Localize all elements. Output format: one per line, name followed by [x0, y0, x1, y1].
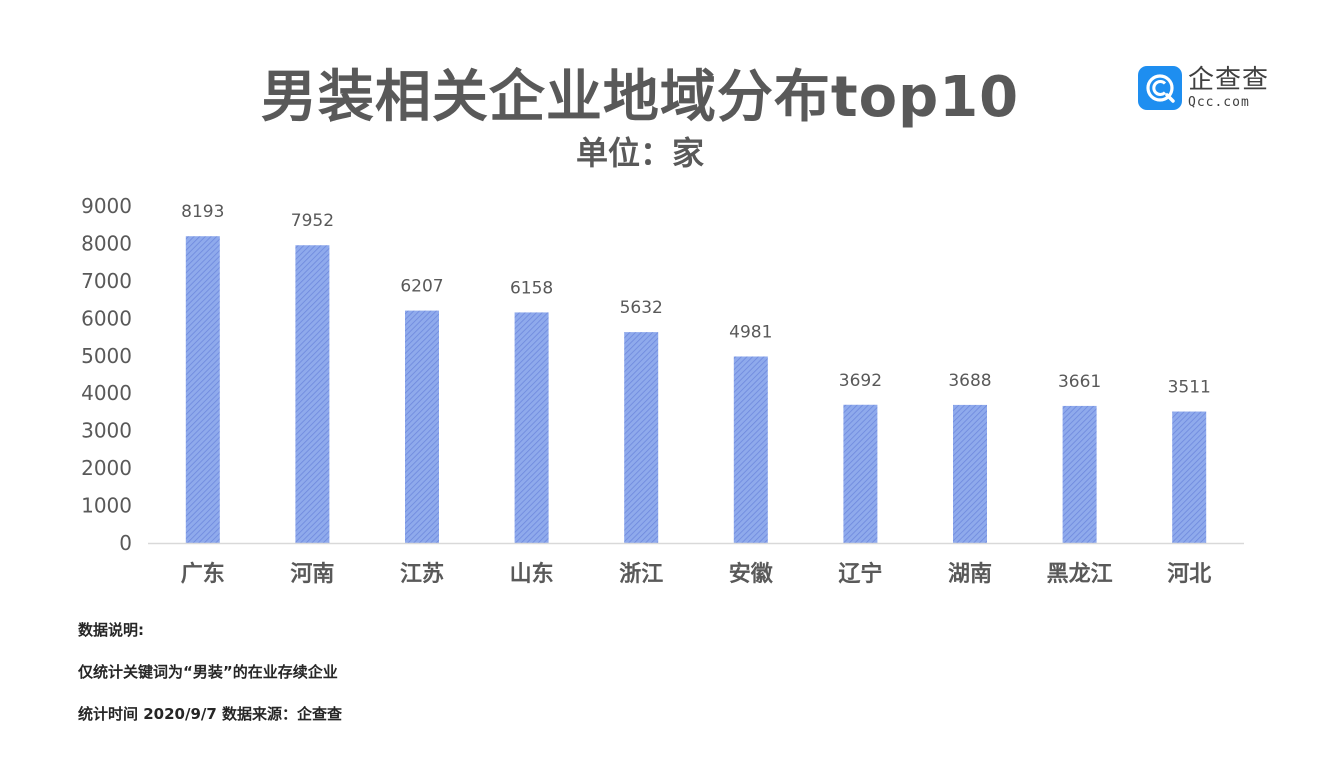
data-label: 7952: [291, 211, 334, 231]
notes-heading: 数据说明:: [78, 621, 144, 639]
bar: [1062, 405, 1097, 543]
bar: [514, 312, 549, 543]
data-label: 6207: [400, 277, 443, 297]
chart-title: 男装相关企业地域分布top10: [260, 65, 1020, 130]
y-tick-label: 4000: [81, 381, 132, 405]
data-notes: 数据说明: 仅统计关键词为“男装”的在业存续企业 统计时间 2020/9/7 数…: [78, 620, 342, 746]
y-tick-label: 7000: [81, 269, 132, 293]
data-label: 3661: [1058, 372, 1101, 392]
qcc-logo-icon: [1138, 66, 1182, 110]
notes-source: 统计时间 2020/9/7 数据来源：企查查: [78, 705, 343, 723]
brand-domain: Qcc.com: [1188, 95, 1250, 110]
x-axis: 广东 河南 江苏 山东 浙江 安徽 辽宁 湖南 黑龙江 河北: [148, 542, 1244, 587]
bars: 8193 7952 6207 6158 5632 4981 3692 3688 3661 3511: [181, 202, 1211, 544]
x-tick-label: 江苏: [400, 561, 444, 587]
data-label: 6158: [510, 278, 553, 298]
y-axis: 0 1000 2000 3000 4000 5000 6000 7000 8000 9000: [81, 194, 132, 555]
y-tick-label: 8000: [81, 231, 132, 255]
bar: [843, 404, 878, 543]
bar: [733, 356, 768, 543]
x-tick-label: 山东: [510, 561, 554, 587]
x-tick-label: 广东: [181, 561, 225, 587]
x-tick-label: 黑龙江: [1047, 562, 1113, 587]
data-label: 3688: [948, 371, 991, 391]
x-tick-label: 湖南: [948, 562, 992, 587]
x-tick-label: 辽宁: [838, 561, 882, 587]
bar: [953, 404, 987, 543]
y-tick-label: 6000: [81, 306, 132, 330]
brand-name: 企查查: [1188, 65, 1270, 95]
x-tick-label: 浙江: [619, 562, 663, 587]
y-tick-label: 2000: [81, 456, 132, 480]
y-tick-label: 0: [119, 531, 132, 555]
data-label: 5632: [620, 298, 663, 318]
data-label: 8193: [181, 202, 224, 222]
bar: [624, 332, 659, 543]
x-tick-label: 安徽: [729, 561, 774, 587]
y-tick-label: 5000: [81, 344, 132, 368]
y-tick-label: 1000: [81, 494, 132, 518]
y-tick-label: 9000: [81, 194, 132, 218]
data-label: 3511: [1168, 378, 1211, 398]
bar: [1172, 411, 1207, 543]
chart-subtitle: 单位：家: [575, 134, 704, 172]
x-tick-label: 河北: [1167, 562, 1211, 587]
bar: [405, 310, 439, 543]
data-label: 3692: [839, 371, 882, 391]
brand-logo: 企查查 Qcc.com: [1138, 66, 1269, 110]
bar: [295, 245, 330, 544]
notes-scope: 仅统计关键词为“男装”的在业存续企业: [78, 663, 338, 681]
bar-chart: 0 1000 2000 3000 4000 5000 6000 7000 8000 9000 81…: [81, 194, 1244, 587]
bar: [185, 236, 220, 544]
data-label: 4981: [729, 322, 772, 342]
y-tick-label: 3000: [81, 419, 132, 443]
x-tick-label: 河南: [290, 562, 334, 587]
